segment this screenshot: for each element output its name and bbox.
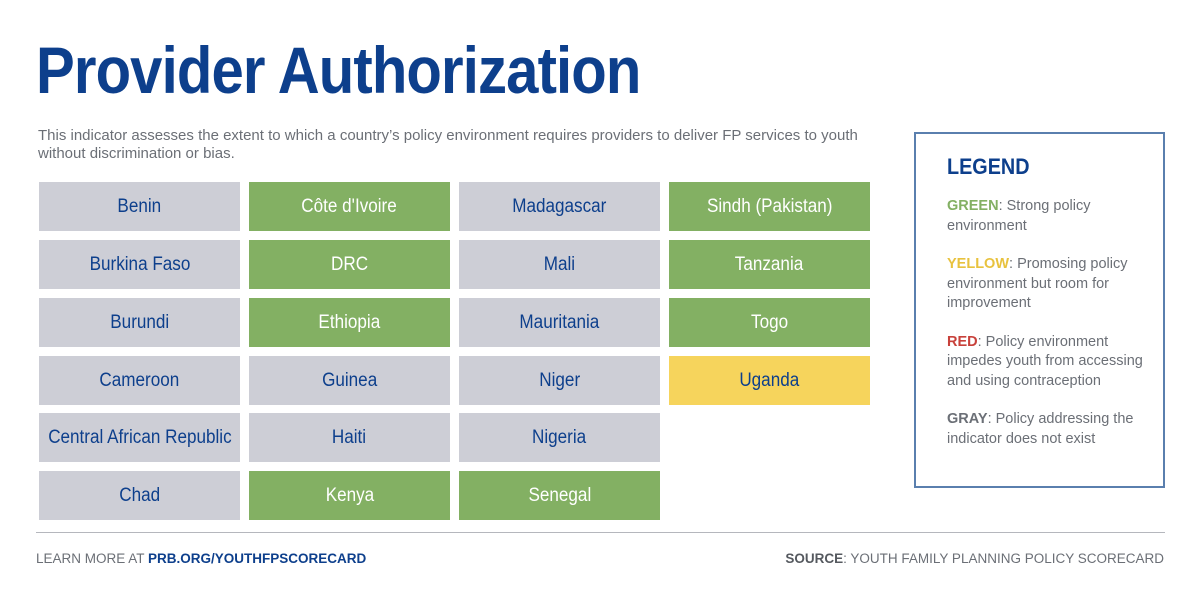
country-name: Senegal: [528, 484, 591, 506]
legend-box: LEGEND GREEN: Strong policy environment …: [914, 132, 1165, 488]
country-cell: Mauritania: [459, 298, 660, 347]
legend-item-yellow: YELLOW: Promosing policy environment but…: [947, 255, 1143, 314]
page-title: Provider Authorization: [36, 33, 641, 107]
legend-key-gray: GRAY: [947, 411, 988, 427]
country-cell: Guinea: [249, 356, 450, 405]
legend-item-gray: GRAY: Policy addressing the indicator do…: [947, 410, 1143, 449]
country-name: Cameroon: [99, 369, 180, 391]
country-name: Guinea: [321, 369, 378, 391]
country-name: Nigeria: [532, 426, 587, 448]
learn-more-prefix: LEARN MORE AT: [36, 551, 149, 566]
legend-key-green: GREEN: [947, 198, 999, 214]
country-name: Côte d'Ivoire: [301, 195, 398, 217]
learn-more-footer: LEARN MORE AT PRB.ORG/YOUTHFPSCORECARD: [36, 551, 366, 566]
country-cell: Sindh (Pakistan): [669, 182, 870, 231]
country-name: Burkina Faso: [89, 253, 190, 275]
country-name: Mauritania: [519, 311, 600, 333]
country-name: Tanzania: [735, 253, 804, 275]
country-name: Chad: [119, 484, 160, 506]
country-cell: Madagascar: [459, 182, 660, 231]
country-cell: Burundi: [39, 298, 240, 347]
legend-text-gray: : Policy addressing the indicator does n…: [947, 411, 1134, 447]
country-cell: Niger: [459, 356, 660, 405]
country-cell: Togo: [669, 298, 870, 347]
legend-title: LEGEND: [947, 154, 1030, 179]
country-name: Uganda: [739, 369, 800, 391]
legend-item-green: GREEN: Strong policy environment: [947, 197, 1143, 236]
country-name: Central African Republic: [47, 426, 232, 448]
country-cell: Benin: [39, 182, 240, 231]
country-cell: DRC: [249, 240, 450, 289]
legend-text-yellow: : Promosing policy environment but room …: [947, 256, 1128, 311]
country-cell: Tanzania: [669, 240, 870, 289]
country-name: Benin: [117, 195, 162, 217]
legend-key-yellow: YELLOW: [947, 256, 1010, 272]
country-cell: Senegal: [459, 471, 660, 520]
country-cell: Haiti: [249, 413, 450, 462]
source-text: : YOUTH FAMILY PLANNING POLICY SCORECARD: [843, 551, 1164, 566]
country-cell: Ethiopia: [249, 298, 450, 347]
country-cell: Nigeria: [459, 413, 660, 462]
country-name: Niger: [539, 369, 580, 391]
country-cell: Mali: [459, 240, 660, 289]
country-name: Mali: [543, 253, 576, 275]
country-cell: Kenya: [249, 471, 450, 520]
country-name: Kenya: [325, 484, 374, 506]
country-cell: Cameroon: [39, 356, 240, 405]
legend-text-red: : Policy environment impedes youth from …: [947, 333, 1143, 389]
country-name: DRC: [330, 253, 369, 275]
country-cell: Burkina Faso: [39, 240, 240, 289]
country-cell: Central African Republic: [39, 413, 240, 462]
legend-key-red: RED: [947, 333, 978, 350]
country-name: Madagascar: [512, 195, 607, 217]
country-name: Sindh (Pakistan): [706, 195, 833, 217]
legend-item-red: RED: Policy environment impedes youth fr…: [947, 333, 1143, 392]
source-footer: SOURCE: YOUTH FAMILY PLANNING POLICY SCO…: [785, 551, 1164, 566]
indicator-description: This indicator assesses the extent to wh…: [38, 127, 858, 162]
country-name: Haiti: [332, 426, 367, 448]
scorecard-link[interactable]: PRB.ORG/YOUTHFPSCORECARD: [148, 551, 367, 566]
source-key: SOURCE: [785, 551, 844, 566]
legend-text-green: : Strong policy environment: [947, 198, 1091, 234]
country-cell: Chad: [39, 471, 240, 520]
country-name: Togo: [750, 311, 789, 333]
country-cell: Côte d'Ivoire: [249, 182, 450, 231]
footer-divider: [36, 532, 1165, 533]
country-cell: Uganda: [669, 356, 870, 405]
country-name: Ethiopia: [318, 311, 381, 333]
country-name: Burundi: [110, 311, 169, 333]
